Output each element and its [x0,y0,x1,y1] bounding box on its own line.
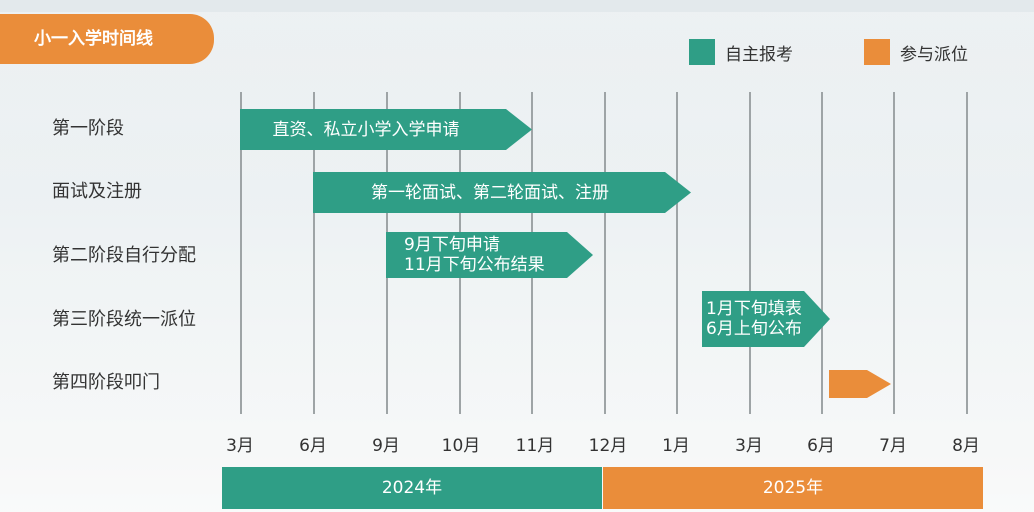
bar-text: 11月下旬公布结果 [404,255,545,275]
timeline-bar-stage3: 1月下旬填表 6月上旬公布 [702,291,830,347]
month-tick: 9月 [372,436,400,456]
month-tick: 6月 [299,436,327,456]
bar-text: 9月下旬申请 [404,235,500,255]
bar-text: 直资、私立小学入学申请 [272,119,460,140]
year-bar-2025: 2025年 [603,467,983,509]
month-tick: 1月 [662,436,690,456]
lane-label-stage2: 第二阶段自行分配 [52,245,196,266]
bar-text: 1月下旬填表 [706,299,802,319]
bar-text: 第一轮面试、第二轮面试、注册 [371,182,609,203]
lane-label-stage4: 第四阶段叩门 [52,372,160,393]
legend-item-self-apply: 自主报考 [689,38,793,66]
timeline-bar-stage1: 直资、私立小学入学申请 [240,109,532,150]
legend-label: 自主报考 [725,44,793,65]
bar-text: 6月上旬公布 [706,319,802,339]
grid-line [313,92,315,414]
month-tick: 3月 [735,436,763,456]
lane-label-interview: 面试及注册 [52,181,142,202]
grid-line [604,92,606,414]
year-bar-2024: 2024年 [222,467,602,509]
grid-line [821,92,823,414]
timeline-bar-interview: 第一轮面试、第二轮面试、注册 [313,172,691,213]
legend-label: 参与派位 [900,44,968,65]
grid-line [240,92,242,414]
timeline-bar-stage2: 9月下旬申请 11月下旬公布结果 [386,232,593,278]
grid-line [893,92,895,414]
grid-line [676,92,678,414]
legend-swatch-orange [864,39,890,65]
month-tick: 3月 [226,436,254,456]
month-tick: 6月 [807,436,835,456]
lane-label-stage3: 第三阶段统一派位 [52,309,196,330]
lane-label-stage1: 第一阶段 [52,118,124,139]
month-tick: 11月 [515,436,555,456]
month-tick: 10月 [441,436,481,456]
month-tick: 7月 [879,436,907,456]
month-tick: 8月 [952,436,980,456]
grid-line [749,92,751,414]
legend-swatch-green [689,39,715,65]
legend-item-allocation: 参与派位 [864,38,968,66]
grid-line [966,92,968,414]
page-title: 小一入学时间线 [0,14,214,64]
month-tick: 12月 [588,436,628,456]
